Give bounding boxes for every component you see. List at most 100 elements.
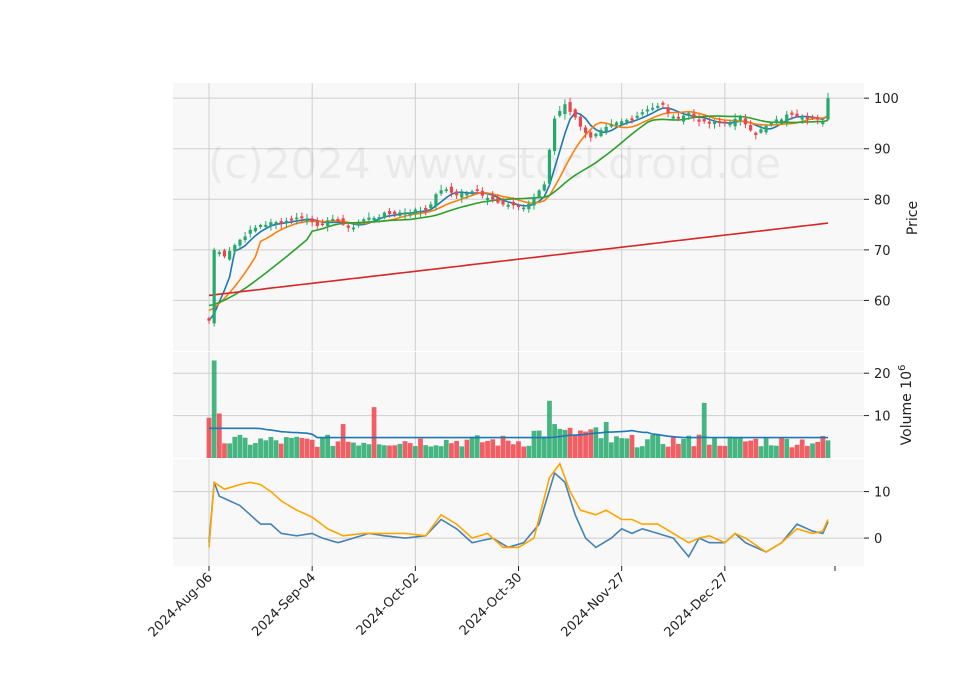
candle-down bbox=[661, 102, 665, 105]
candle-up bbox=[651, 107, 655, 110]
volume-bar-up bbox=[325, 434, 331, 458]
date-tick-label: 2024-Oct-30 bbox=[457, 570, 525, 638]
volume-bar-down bbox=[495, 445, 501, 458]
price-tick-label: 100 bbox=[874, 92, 899, 107]
volume-bar-up bbox=[443, 439, 449, 458]
candle-up bbox=[408, 212, 412, 216]
candle-down bbox=[511, 201, 515, 206]
volume-bar-down bbox=[743, 441, 748, 458]
candle-down bbox=[743, 118, 748, 125]
volume-bar-down bbox=[815, 441, 821, 458]
candle-up bbox=[522, 207, 526, 210]
candle-down bbox=[718, 121, 722, 124]
candle-up bbox=[326, 220, 330, 226]
volume-bar-up bbox=[758, 446, 764, 458]
volume-bar-up bbox=[258, 438, 263, 458]
volume-bar-up bbox=[536, 430, 542, 458]
candle-down bbox=[393, 211, 397, 215]
volume-bar-up bbox=[557, 428, 563, 458]
volume-bar-up bbox=[227, 443, 233, 458]
oscillator-tick-label: 10 bbox=[874, 486, 891, 501]
candle-up bbox=[305, 219, 309, 222]
candle-up bbox=[532, 197, 536, 206]
volume-bar-down bbox=[340, 424, 346, 458]
volume-bar-down bbox=[206, 417, 212, 458]
candle-up bbox=[434, 194, 438, 207]
volume-bar-up bbox=[825, 440, 831, 458]
candle-up bbox=[295, 217, 299, 220]
candle-down bbox=[702, 119, 706, 122]
volume-bar-up bbox=[614, 436, 619, 458]
candle-up bbox=[656, 105, 660, 108]
volume-bar-up bbox=[423, 445, 429, 458]
volume-bar-up bbox=[253, 443, 258, 458]
candle-up bbox=[465, 193, 469, 196]
candle-up bbox=[542, 184, 546, 191]
candle-up bbox=[418, 210, 423, 213]
volume-bar-up bbox=[526, 445, 532, 458]
candle-up bbox=[253, 227, 258, 232]
volume-bar-up bbox=[598, 438, 604, 458]
volume-bar-down bbox=[717, 445, 723, 458]
candle-up bbox=[377, 217, 381, 220]
volume-bar-down bbox=[572, 434, 578, 458]
volume-bar-up bbox=[289, 437, 294, 458]
volume-bar-down bbox=[820, 435, 826, 458]
volume-bar-down bbox=[314, 446, 320, 458]
candle-down bbox=[222, 250, 227, 257]
volume-bar-down bbox=[804, 445, 810, 458]
candle-down bbox=[754, 132, 758, 135]
volume-bar-up bbox=[547, 400, 552, 458]
volume-bar-down bbox=[402, 441, 408, 458]
candle-up bbox=[398, 212, 402, 216]
volume-bar-up bbox=[655, 434, 661, 458]
candle-up bbox=[712, 121, 717, 125]
candle-up bbox=[444, 189, 448, 192]
volume-bar-down bbox=[748, 440, 753, 458]
price-tick-label: 70 bbox=[874, 244, 891, 259]
volume-bar-up bbox=[712, 437, 717, 458]
candle-down bbox=[516, 205, 521, 208]
volume-bar-up bbox=[242, 437, 248, 458]
candle-up bbox=[527, 203, 531, 210]
volume-ma-line bbox=[209, 427, 828, 439]
price-axis-title: Price bbox=[905, 201, 921, 235]
candle-up bbox=[821, 122, 825, 125]
volume-bar-up bbox=[268, 437, 274, 458]
volume-bar-down bbox=[676, 443, 681, 458]
candle-up bbox=[635, 115, 639, 118]
candle-down bbox=[790, 112, 794, 115]
volume-bar-down bbox=[299, 437, 305, 458]
volume-bar-up bbox=[361, 442, 367, 458]
candle-down bbox=[578, 116, 582, 127]
candle-down bbox=[455, 191, 459, 196]
oscillator-tick-label: 0 bbox=[874, 532, 882, 547]
volume-bar-up bbox=[263, 440, 269, 458]
volume-bar-down bbox=[567, 427, 573, 458]
oscillator-lines bbox=[208, 462, 829, 559]
volume-bar-up bbox=[619, 438, 625, 458]
candle-up bbox=[738, 116, 742, 121]
volume-bar-up bbox=[810, 443, 815, 458]
volume-bar-up bbox=[273, 440, 279, 458]
volume-bar-down bbox=[696, 434, 702, 458]
volume-bar-down bbox=[629, 434, 635, 458]
candle-up bbox=[558, 111, 562, 116]
candle-up bbox=[248, 229, 252, 234]
candle-up bbox=[681, 115, 686, 122]
date-axis: 2024-Aug-06 2024-Sep-04 2024-Oct-02 2024-Oc… bbox=[146, 566, 836, 640]
candle-up bbox=[625, 119, 629, 123]
oscillator-line-signal bbox=[208, 462, 829, 553]
candle-down bbox=[480, 190, 484, 196]
volume-bar-up bbox=[469, 436, 475, 458]
volume-axis-exponent: 6 bbox=[897, 365, 908, 371]
volume-bar-down bbox=[516, 441, 521, 458]
volume-bar-up bbox=[531, 430, 537, 458]
candle-down bbox=[289, 218, 294, 221]
volume-bar-down bbox=[480, 442, 485, 458]
candle-up bbox=[238, 239, 242, 246]
volume-bar-down bbox=[578, 430, 583, 458]
candle-up bbox=[439, 190, 443, 194]
volume-bar-up bbox=[247, 444, 253, 458]
